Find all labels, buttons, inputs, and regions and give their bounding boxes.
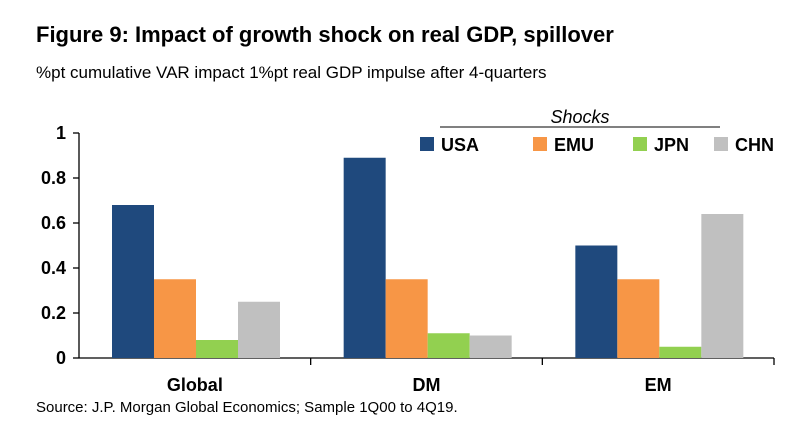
legend-label-emu: EMU — [554, 135, 594, 155]
legend-swatch-chn — [714, 137, 728, 151]
legend-label-chn: CHN — [735, 135, 774, 155]
bar-jpn — [659, 346, 702, 358]
x-tick-label: Global — [167, 375, 223, 395]
bar-usa — [112, 205, 154, 358]
bar-usa — [575, 245, 618, 358]
legend-swatch-emu — [533, 137, 547, 151]
y-tick-label: 1 — [56, 123, 66, 143]
y-tick-label: 0.4 — [41, 258, 66, 278]
bar-chn — [469, 335, 512, 358]
bar-chn — [238, 301, 280, 358]
y-tick-label: 0 — [56, 348, 66, 368]
chart-source-note: Source: J.P. Morgan Global Economics; Sa… — [36, 399, 458, 416]
bar-emu — [154, 279, 196, 358]
bar-usa — [343, 157, 386, 358]
x-tick-label: EM — [645, 375, 672, 395]
chart-legend: Shocks USA EMU JPN CHN — [420, 107, 774, 155]
legend-label-usa: USA — [441, 135, 479, 155]
bar-jpn — [196, 340, 238, 358]
y-tick-label: 0.2 — [41, 303, 66, 323]
bar-chn — [701, 214, 744, 358]
legend-swatch-jpn — [633, 137, 647, 151]
bar-emu — [385, 279, 428, 358]
bar-emu — [617, 279, 660, 358]
y-tick-label: 0.6 — [41, 213, 66, 233]
chart-subtitle: %pt cumulative VAR impact 1%pt real GDP … — [36, 63, 547, 82]
legend-label-jpn: JPN — [654, 135, 689, 155]
legend-swatch-usa — [420, 137, 434, 151]
x-tick-label: DM — [413, 375, 441, 395]
bar-jpn — [427, 333, 470, 358]
y-tick-label: 0.8 — [41, 168, 66, 188]
legend-title: Shocks — [550, 107, 609, 127]
bar-series-group — [112, 157, 744, 358]
chart-title: Figure 9: Impact of growth shock on real… — [36, 22, 614, 47]
